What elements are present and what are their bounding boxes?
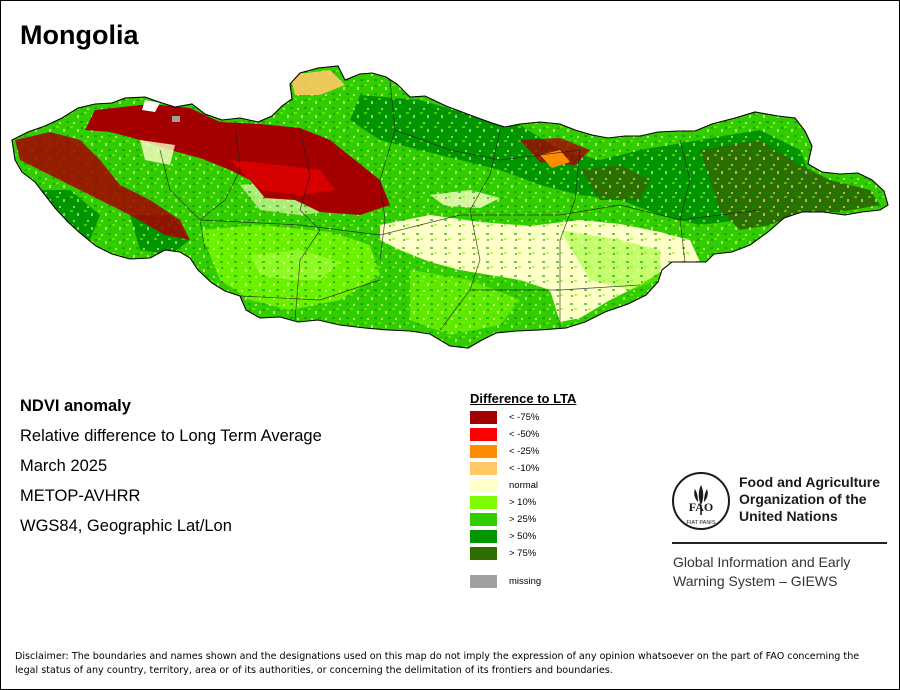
legend-swatch (470, 445, 497, 458)
legend-swatch (470, 547, 497, 560)
fao-logo-letters: FAO (689, 500, 713, 514)
product-period: March 2025 (20, 457, 108, 475)
organization-name-line: United Nations (739, 508, 838, 524)
legend-swatch (470, 575, 497, 588)
fao-logo: FAO FIAT PANIS (672, 472, 730, 530)
legend-label: > 75% (509, 548, 537, 559)
legend-label: > 10% (509, 497, 537, 508)
product-description: Relative difference to Long Term Average (20, 427, 322, 445)
fao-logo-ring (672, 472, 730, 530)
product-projection: WGS84, Geographic Lat/Lon (20, 517, 232, 535)
organization-name-line: Organization of the (739, 491, 867, 507)
product-name: NDVI anomaly (20, 397, 131, 415)
legend-swatch (470, 513, 497, 526)
wheat-grain-left-icon (694, 489, 698, 502)
class-less-10-north-tip (290, 70, 345, 95)
divider (672, 542, 887, 544)
legend-label: missing (509, 576, 542, 587)
class-missing (172, 116, 180, 122)
legend-title: Difference to LTA (470, 391, 577, 406)
legend-swatch (470, 411, 497, 424)
legend-label: > 25% (509, 514, 537, 525)
program-name: Global Information and Early Warning Sys… (673, 553, 850, 591)
legend-label: normal (509, 480, 539, 491)
legend-label: > 50% (509, 531, 537, 542)
anomaly-raster (12, 66, 888, 348)
legend-swatch (470, 530, 497, 543)
legend-swatch (470, 462, 497, 475)
fao-logo-motto: FIAT PANIS (686, 520, 715, 526)
organization-name-line: Food and Agriculture (739, 474, 881, 490)
wheat-ear-icon (698, 485, 704, 505)
lake-khovsgol (142, 100, 160, 112)
legend-swatch (470, 496, 497, 509)
legend-label: < -50% (509, 429, 540, 440)
program-name-line: Global Information and Early (673, 554, 851, 570)
legend-swatch (470, 428, 497, 441)
class-less-75-west (15, 132, 190, 240)
legend-label: < -75% (509, 412, 540, 423)
legend-label: < -25% (509, 446, 540, 457)
map-title: Mongolia (20, 20, 139, 50)
organization-name: Food and Agriculture Organization of the… (739, 474, 880, 525)
program-name-line: Warning System – GIEWS (673, 573, 838, 589)
legend-label: < -10% (509, 463, 540, 474)
disclaimer: Disclaimer: The boundaries and names sho… (15, 651, 860, 676)
class-normal-west-patch (140, 140, 175, 165)
class-less-25-north-central (540, 150, 570, 168)
province-boundaries (159, 79, 761, 331)
product-sensor: METOP-AVHRR (20, 487, 141, 505)
legend-swatch (470, 479, 497, 492)
wheat-grain-right-icon (704, 489, 708, 502)
ndvi-anomaly-map (11, 65, 889, 349)
